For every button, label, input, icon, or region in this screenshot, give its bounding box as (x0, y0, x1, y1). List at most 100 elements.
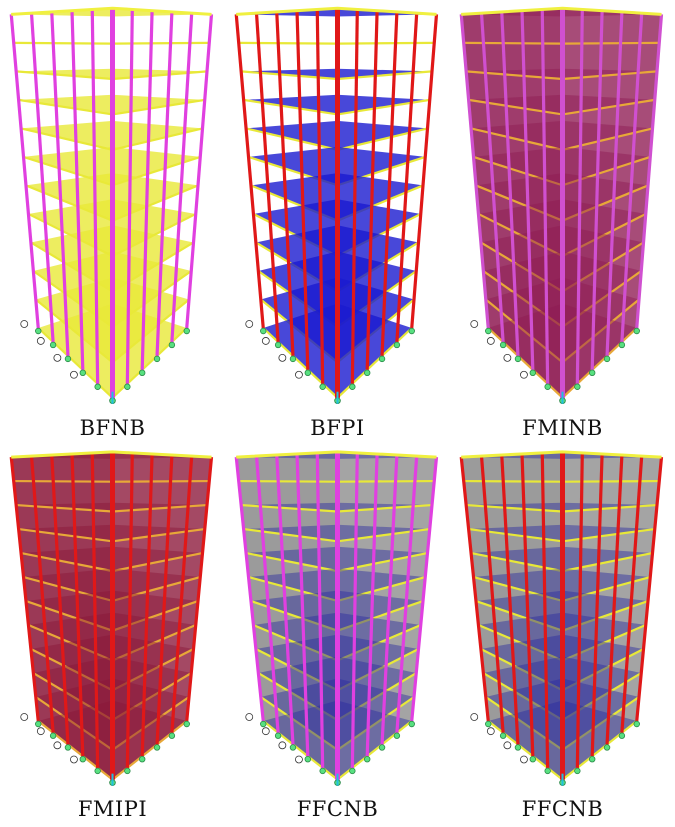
column (365, 10, 379, 370)
support-icon (124, 383, 131, 390)
column (350, 452, 359, 768)
column (410, 14, 439, 329)
support-icon (274, 732, 282, 739)
support-icon (79, 369, 86, 377)
support-icon (618, 341, 626, 349)
support-icon (49, 341, 57, 349)
support-icon (408, 327, 415, 335)
column (395, 13, 419, 343)
support-icon (260, 327, 267, 335)
grid-bubble-icon (295, 755, 303, 764)
support-icon (274, 341, 282, 349)
column (350, 9, 359, 384)
column (479, 455, 505, 733)
grid-bubble-icon (295, 370, 303, 379)
support-icon (349, 383, 356, 390)
support-icon (319, 383, 326, 390)
support-icon (304, 369, 311, 377)
grid-bubble-icon (278, 353, 287, 362)
column (500, 11, 520, 356)
support-icon (514, 355, 522, 363)
support-icon (138, 369, 146, 377)
support-icon (168, 341, 176, 349)
panel-ffcnb-2: FFCNB (450, 445, 675, 827)
column (234, 14, 265, 329)
support-icon (124, 767, 131, 775)
building-model-fminb (459, 6, 664, 404)
support-icon (393, 732, 401, 739)
roof-edge (461, 6, 662, 16)
support-icon (94, 383, 101, 390)
column (575, 9, 584, 384)
column (125, 9, 134, 384)
column (395, 455, 419, 733)
roof-edge (11, 6, 212, 16)
grid-bubble-icon (70, 755, 78, 764)
support-icon (289, 744, 297, 751)
support-icon (499, 732, 507, 739)
column (410, 456, 439, 722)
column (575, 452, 584, 768)
support-icon (153, 355, 161, 363)
column (70, 10, 85, 370)
support-icon (35, 720, 42, 728)
grid-bubble-icon (470, 320, 479, 328)
panel-fmipi: FMIPI (0, 445, 225, 827)
column (70, 453, 85, 757)
roof-edge (11, 450, 212, 459)
support-icon (408, 720, 415, 728)
column (170, 455, 194, 733)
support-icon (499, 341, 507, 349)
support-icon (588, 755, 596, 763)
roof-edge (236, 6, 437, 16)
column (90, 452, 100, 768)
building-model-bfnb (9, 6, 214, 404)
column (125, 452, 134, 768)
support-icon (514, 744, 522, 751)
column (500, 454, 520, 745)
support-icon (378, 744, 386, 751)
caption-bfnb: BFNB (79, 416, 146, 440)
grid-bubble-icon (470, 713, 479, 721)
column (520, 453, 535, 757)
column (254, 455, 280, 733)
grid-bubble-icon (503, 741, 512, 750)
support-icon (64, 744, 72, 751)
support-icon (35, 327, 42, 335)
building-model-fmipi (9, 450, 214, 786)
column (620, 13, 644, 343)
support-icon (603, 355, 611, 363)
caption-fmipi: FMIPI (77, 797, 148, 821)
support-icon (304, 755, 311, 763)
support-icon (138, 755, 146, 763)
grid-bubble-icon (20, 713, 29, 721)
grid-bubble-icon (70, 370, 78, 379)
caption-ffcnb-2: FFCNB (521, 797, 604, 821)
support-icon (633, 327, 640, 335)
grid-bubble-icon (486, 337, 495, 345)
panel-fminb: FMINB (450, 0, 675, 445)
support-icon (49, 732, 57, 739)
column (380, 454, 399, 745)
grid-bubble-icon (520, 755, 528, 764)
column (170, 13, 194, 343)
column (380, 11, 399, 356)
support-icon (485, 327, 492, 335)
support-icon (363, 755, 371, 763)
column (590, 453, 604, 757)
column (9, 456, 40, 722)
column (155, 11, 174, 356)
column (479, 13, 505, 343)
column (275, 454, 295, 745)
support-icon (588, 369, 596, 377)
support-icon (633, 720, 640, 728)
column (50, 454, 70, 745)
column (254, 13, 280, 343)
caption-fminb: FMINB (522, 416, 603, 440)
column (295, 453, 310, 757)
column (459, 14, 490, 329)
column (140, 453, 154, 757)
column (90, 9, 100, 384)
support-icon (153, 744, 161, 751)
grid-bubble-icon (503, 353, 512, 362)
